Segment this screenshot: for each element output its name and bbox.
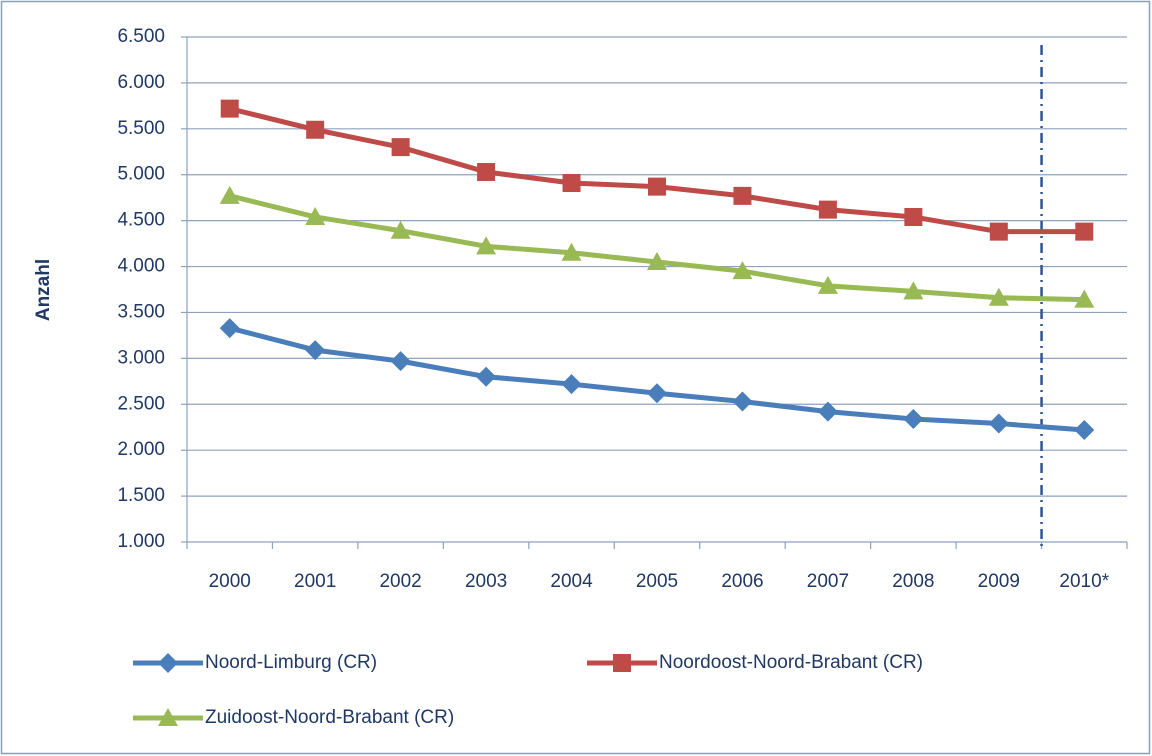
legend-label: Noord-Limburg (CR) (205, 652, 377, 673)
legend-label: Noordoost-Noord-Brabant (CR) (659, 652, 923, 673)
x-tick-label: 2007 (807, 571, 849, 592)
data-point (732, 391, 753, 412)
x-tick-label: 2006 (721, 571, 763, 592)
data-point (648, 177, 666, 196)
data-point (647, 383, 667, 404)
x-tick-label: 2009 (978, 571, 1020, 592)
x-tick-label: 2000 (209, 571, 251, 592)
x-tick-label: 2005 (636, 571, 678, 592)
legend-marker (613, 654, 631, 672)
data-point (562, 173, 581, 192)
y-tick-label: 5.000 (117, 164, 165, 185)
y-tick-label: 6.500 (117, 26, 165, 47)
x-tick-label: 2003 (465, 571, 507, 592)
y-tick-label: 6.000 (117, 72, 165, 93)
y-tick-label: 3.500 (117, 301, 165, 322)
data-point (1074, 419, 1095, 440)
data-point (391, 138, 410, 157)
data-point (477, 162, 496, 181)
y-tick-label: 1.500 (117, 485, 165, 506)
data-point (1075, 222, 1094, 241)
x-tick-label: 2002 (379, 571, 421, 592)
data-point (476, 366, 497, 387)
data-point (988, 287, 1009, 306)
y-axis-label: Anzahl (33, 259, 54, 321)
data-point (733, 186, 752, 205)
data-point (988, 413, 1009, 434)
data-point (305, 340, 326, 361)
legend-marker (158, 708, 178, 726)
legend-marker (158, 653, 178, 673)
data-point (989, 222, 1008, 241)
data-point (903, 408, 924, 429)
data-point (219, 318, 240, 339)
data-point (219, 185, 240, 204)
data-point (818, 200, 837, 219)
x-tick-label: 2004 (550, 571, 593, 592)
data-point (732, 261, 753, 280)
data-point (561, 242, 582, 261)
data-point (476, 236, 497, 255)
data-point (390, 220, 411, 239)
data-point (817, 275, 838, 294)
y-tick-label: 5.500 (117, 118, 165, 139)
x-tick-label: 2010* (1059, 571, 1109, 592)
data-point (904, 207, 923, 226)
y-tick-label: 4.500 (117, 210, 165, 231)
data-point (305, 206, 326, 225)
data-point (1074, 289, 1095, 308)
data-point (903, 281, 924, 300)
legend-label: Zuidoost-Noord-Brabant (CR) (205, 707, 454, 728)
y-tick-label: 3.000 (117, 347, 165, 368)
data-point (817, 401, 838, 422)
x-tick-label: 2001 (294, 571, 336, 592)
data-point (306, 120, 325, 139)
data-point (647, 251, 667, 270)
data-point (220, 99, 239, 118)
y-tick-label: 2.000 (117, 439, 165, 460)
x-tick-label: 2008 (892, 571, 934, 592)
y-tick-label: 2.500 (117, 393, 165, 414)
y-tick-label: 4.000 (117, 256, 165, 277)
y-tick-label: 1.000 (117, 531, 165, 552)
data-point (561, 374, 582, 395)
data-point (390, 351, 411, 372)
